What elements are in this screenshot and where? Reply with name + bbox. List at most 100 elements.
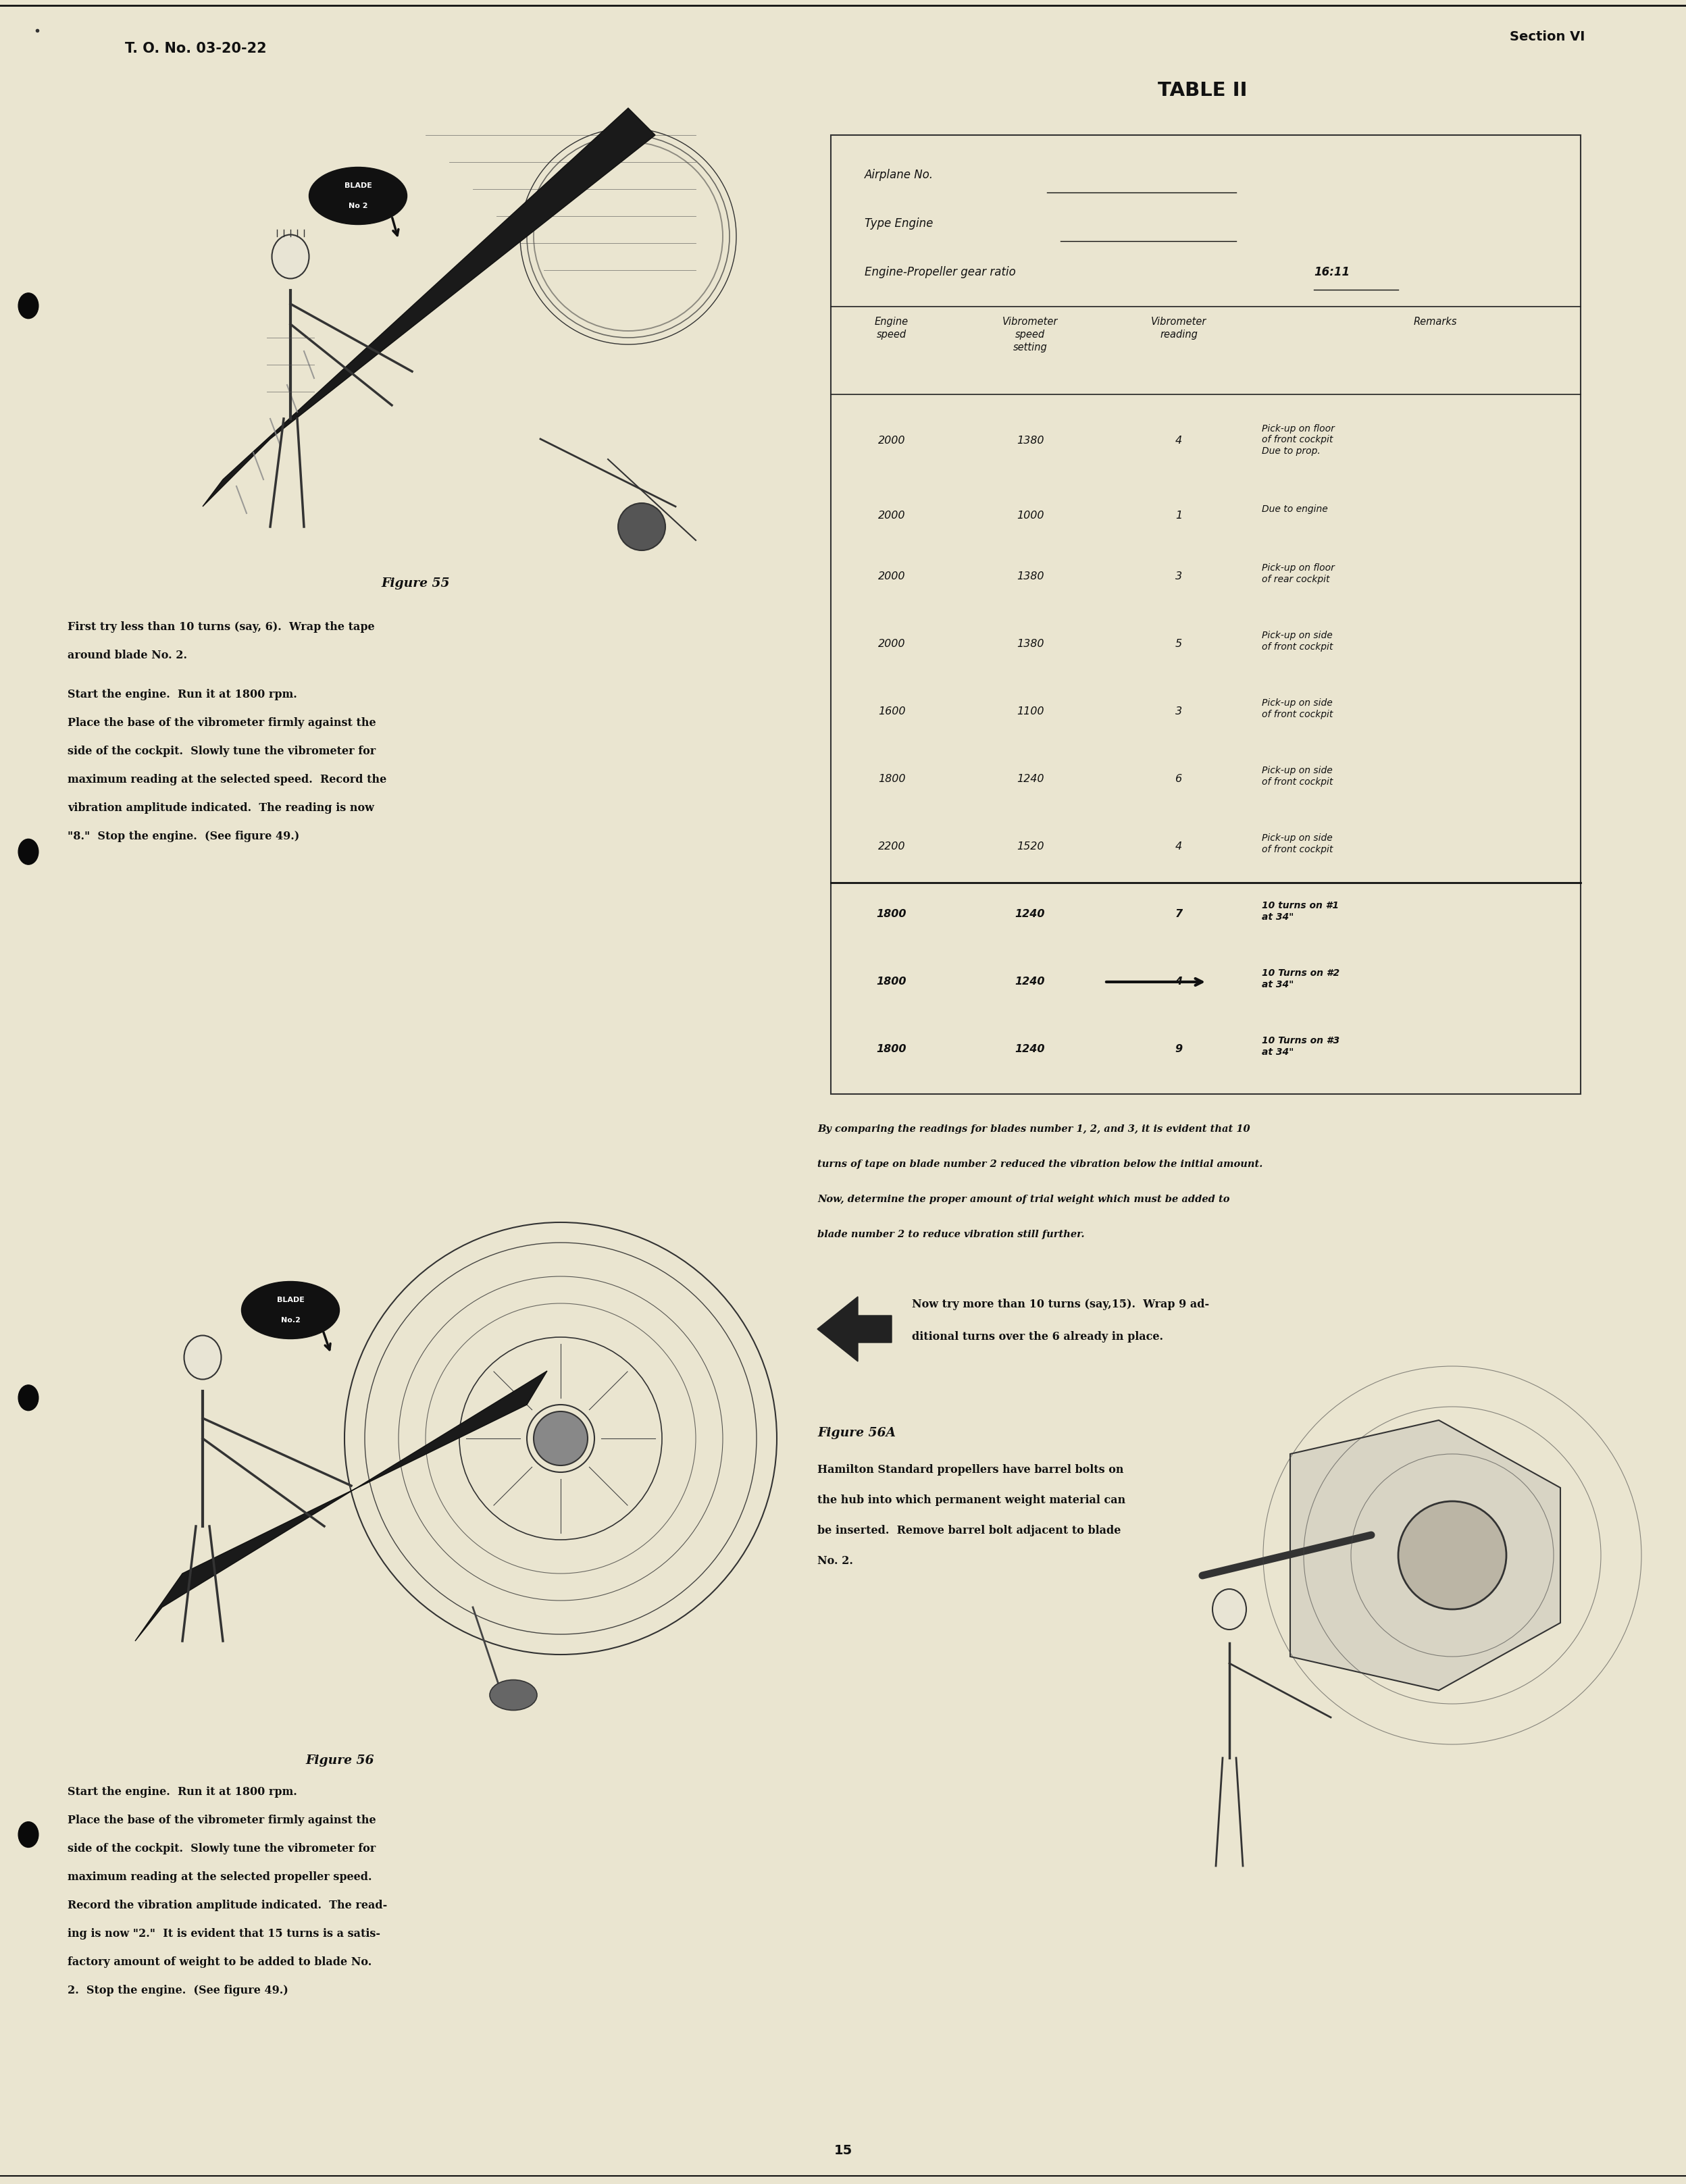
Text: 1800: 1800 xyxy=(877,909,907,919)
Text: Engine-Propeller gear ratio: Engine-Propeller gear ratio xyxy=(865,266,1023,277)
Text: 1000: 1000 xyxy=(1017,511,1044,520)
Text: be inserted.  Remove barrel bolt adjacent to blade: be inserted. Remove barrel bolt adjacent… xyxy=(818,1524,1121,1535)
Ellipse shape xyxy=(1212,1590,1246,1629)
Text: Due to engine: Due to engine xyxy=(1261,505,1329,513)
Bar xyxy=(1168,1387,1573,1778)
Ellipse shape xyxy=(271,234,309,280)
Text: 2000: 2000 xyxy=(878,437,905,446)
Polygon shape xyxy=(135,1372,548,1640)
Text: 1240: 1240 xyxy=(1015,976,1045,987)
Text: 1240: 1240 xyxy=(1017,775,1044,784)
Text: 1800: 1800 xyxy=(877,976,907,987)
Text: 10 Turns on #2
at 34": 10 Turns on #2 at 34" xyxy=(1261,968,1340,989)
Text: 2000: 2000 xyxy=(878,640,905,649)
Text: blade number 2 to reduce vibration still further.: blade number 2 to reduce vibration still… xyxy=(818,1230,1084,1238)
Text: 7: 7 xyxy=(1175,909,1182,919)
Text: BLADE: BLADE xyxy=(344,181,373,190)
Text: T. O. No. 03-20-22: T. O. No. 03-20-22 xyxy=(125,41,266,55)
Text: 5: 5 xyxy=(1175,640,1182,649)
Text: 1: 1 xyxy=(1175,511,1182,520)
Text: Pick-up on side
of front cockpit: Pick-up on side of front cockpit xyxy=(1261,699,1334,719)
Text: Place the base of the vibrometer firmly against the: Place the base of the vibrometer firmly … xyxy=(67,716,376,729)
Text: No.2: No.2 xyxy=(280,1317,300,1324)
Text: 4: 4 xyxy=(1175,841,1182,852)
Text: Vibrometer
speed
setting: Vibrometer speed setting xyxy=(1001,317,1057,354)
Text: 3: 3 xyxy=(1175,708,1182,716)
Bar xyxy=(101,68,730,555)
Text: ing is now "2."  It is evident that 15 turns is a satis-: ing is now "2." It is evident that 15 tu… xyxy=(67,1928,381,1939)
Text: 10 turns on #1
at 34": 10 turns on #1 at 34" xyxy=(1261,900,1339,922)
Text: Record the vibration amplitude indicated.  The read-: Record the vibration amplitude indicated… xyxy=(67,1900,388,1911)
Text: 9: 9 xyxy=(1175,1044,1182,1055)
Text: Airplane No.: Airplane No. xyxy=(865,168,934,181)
Text: 1600: 1600 xyxy=(878,708,905,716)
Text: Pick-up on side
of front cockpit: Pick-up on side of front cockpit xyxy=(1261,767,1334,786)
Text: Figure 56: Figure 56 xyxy=(305,1754,374,1767)
Text: Pick-up on floor
of front cockpit
Due to prop.: Pick-up on floor of front cockpit Due to… xyxy=(1261,424,1335,456)
Text: ditional turns over the 6 already in place.: ditional turns over the 6 already in pla… xyxy=(912,1330,1163,1343)
Text: 2000: 2000 xyxy=(878,511,905,520)
Ellipse shape xyxy=(489,1679,538,1710)
Text: No 2: No 2 xyxy=(349,203,368,210)
Text: 4: 4 xyxy=(1175,437,1182,446)
Text: Vibrometer
reading: Vibrometer reading xyxy=(1152,317,1207,341)
Circle shape xyxy=(1398,1500,1506,1610)
Text: Engine
speed: Engine speed xyxy=(875,317,909,341)
Bar xyxy=(101,1201,730,1730)
Text: 2000: 2000 xyxy=(878,572,905,581)
Text: 6: 6 xyxy=(1175,775,1182,784)
Ellipse shape xyxy=(241,1282,339,1339)
Text: BLADE: BLADE xyxy=(277,1297,303,1304)
Text: Remarks: Remarks xyxy=(1413,317,1457,328)
Text: factory amount of weight to be added to blade No.: factory amount of weight to be added to … xyxy=(67,1957,371,1968)
Circle shape xyxy=(534,1411,588,1465)
Ellipse shape xyxy=(309,168,406,225)
Ellipse shape xyxy=(19,1821,39,1848)
Text: 15: 15 xyxy=(835,2145,851,2158)
Text: 10 Turns on #3
at 34": 10 Turns on #3 at 34" xyxy=(1261,1035,1340,1057)
Text: Start the engine.  Run it at 1800 rpm.: Start the engine. Run it at 1800 rpm. xyxy=(67,1787,297,1797)
Text: No. 2.: No. 2. xyxy=(818,1555,853,1566)
Text: "8."  Stop the engine.  (See figure 49.): "8." Stop the engine. (See figure 49.) xyxy=(67,830,300,843)
Text: Start the engine.  Run it at 1800 rpm.: Start the engine. Run it at 1800 rpm. xyxy=(67,688,297,701)
Text: 4: 4 xyxy=(1175,976,1182,987)
Text: 16:11: 16:11 xyxy=(1313,266,1350,277)
Ellipse shape xyxy=(19,293,39,319)
Text: Pick-up on side
of front cockpit: Pick-up on side of front cockpit xyxy=(1261,631,1334,651)
Text: Now try more than 10 turns (say,15).  Wrap 9 ad-: Now try more than 10 turns (say,15). Wra… xyxy=(912,1299,1209,1310)
Text: turns of tape on blade number 2 reduced the vibration below the initial amount.: turns of tape on blade number 2 reduced … xyxy=(818,1160,1263,1168)
Text: vibration amplitude indicated.  The reading is now: vibration amplitude indicated. The readi… xyxy=(67,802,374,815)
Text: Now, determine the proper amount of trial weight which must be added to: Now, determine the proper amount of tria… xyxy=(818,1195,1229,1203)
Text: 1520: 1520 xyxy=(1017,841,1044,852)
Text: Place the base of the vibrometer firmly against the: Place the base of the vibrometer firmly … xyxy=(67,1815,376,1826)
Text: Type Engine: Type Engine xyxy=(865,218,932,229)
Text: 1240: 1240 xyxy=(1015,909,1045,919)
Text: 1380: 1380 xyxy=(1017,640,1044,649)
Ellipse shape xyxy=(184,1334,221,1380)
Text: First try less than 10 turns (say, 6).  Wrap the tape: First try less than 10 turns (say, 6). W… xyxy=(67,620,374,633)
Text: maximum reading at the selected speed.  Record the: maximum reading at the selected speed. R… xyxy=(67,773,386,786)
Text: Hamilton Standard propellers have barrel bolts on: Hamilton Standard propellers have barrel… xyxy=(818,1463,1123,1476)
Text: 2.  Stop the engine.  (See figure 49.): 2. Stop the engine. (See figure 49.) xyxy=(67,1985,288,1996)
Bar xyxy=(831,135,1580,1094)
Text: 1100: 1100 xyxy=(1017,708,1044,716)
Text: Figure 56A: Figure 56A xyxy=(818,1426,895,1439)
Text: maximum reading at the selected propeller speed.: maximum reading at the selected propelle… xyxy=(67,1872,373,1883)
Text: 1800: 1800 xyxy=(877,1044,907,1055)
Polygon shape xyxy=(818,1297,892,1361)
Text: around blade No. 2.: around blade No. 2. xyxy=(67,649,187,662)
Text: Pick-up on side
of front cockpit: Pick-up on side of front cockpit xyxy=(1261,834,1334,854)
Text: 1380: 1380 xyxy=(1017,437,1044,446)
Text: 1800: 1800 xyxy=(878,775,905,784)
Text: side of the cockpit.  Slowly tune the vibrometer for: side of the cockpit. Slowly tune the vib… xyxy=(67,1843,376,1854)
Text: 1240: 1240 xyxy=(1015,1044,1045,1055)
Text: By comparing the readings for blades number 1, 2, and 3, it is evident that 10: By comparing the readings for blades num… xyxy=(818,1125,1249,1133)
Text: 1380: 1380 xyxy=(1017,572,1044,581)
Text: 3: 3 xyxy=(1175,572,1182,581)
Text: 2200: 2200 xyxy=(878,841,905,852)
Ellipse shape xyxy=(19,839,39,865)
Text: the hub into which permanent weight material can: the hub into which permanent weight mate… xyxy=(818,1494,1126,1507)
Text: side of the cockpit.  Slowly tune the vibrometer for: side of the cockpit. Slowly tune the vib… xyxy=(67,745,376,758)
Text: Section VI: Section VI xyxy=(1509,31,1585,44)
Circle shape xyxy=(619,502,666,550)
